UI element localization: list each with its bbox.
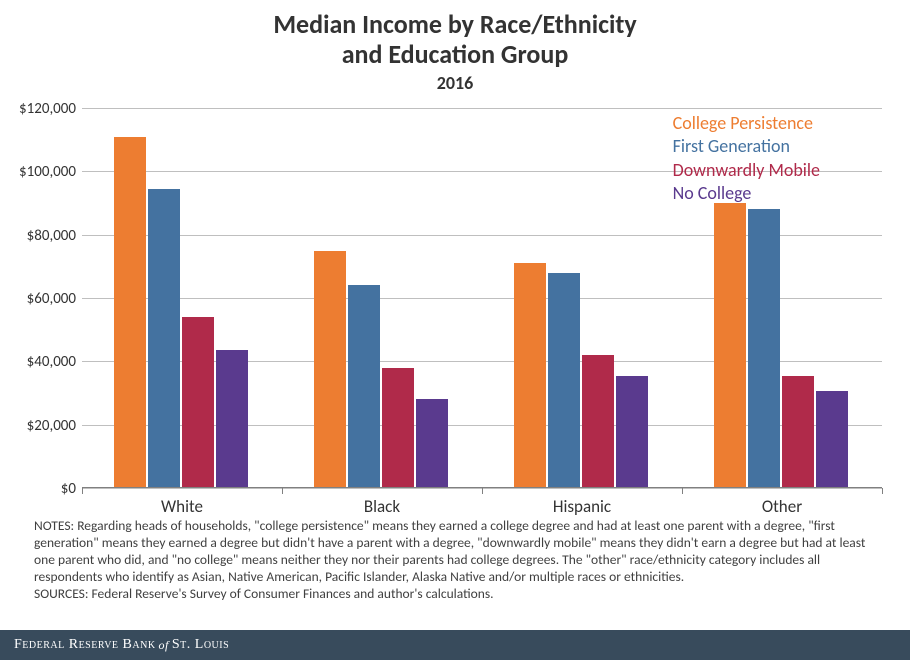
chart-title-line2: and Education Group bbox=[0, 40, 910, 70]
bar bbox=[182, 317, 214, 488]
footer-bar: Federal Reserve Bank of St. Louis bbox=[0, 630, 910, 660]
bar bbox=[114, 137, 146, 489]
notes-text: NOTES: Regarding heads of households, "c… bbox=[34, 517, 865, 585]
chart-notes: NOTES: Regarding heads of households, "c… bbox=[34, 518, 880, 602]
y-axis-tick-label: $100,000 bbox=[19, 163, 82, 181]
bar bbox=[548, 273, 580, 488]
y-axis-tick-label: $120,000 bbox=[19, 100, 82, 118]
x-axis-tick bbox=[882, 488, 883, 494]
legend-item: No College bbox=[673, 182, 820, 205]
footer-org-left: Federal Reserve Bank bbox=[14, 637, 156, 653]
y-axis-tick-label: $40,000 bbox=[27, 353, 82, 371]
x-axis bbox=[82, 487, 882, 488]
bar bbox=[714, 203, 746, 488]
legend: College PersistenceFirst GenerationDownw… bbox=[673, 112, 820, 206]
bar bbox=[348, 285, 380, 488]
bar bbox=[616, 376, 648, 488]
x-axis-category-label: Black bbox=[364, 488, 400, 517]
bar bbox=[148, 189, 180, 488]
y-axis-tick-label: $60,000 bbox=[27, 290, 82, 308]
x-axis-tick bbox=[682, 488, 683, 494]
x-axis-category-label: Other bbox=[762, 488, 802, 517]
bar bbox=[582, 355, 614, 488]
chart-container: Median Income by Race/Ethnicity and Educ… bbox=[0, 0, 910, 660]
chart-subtitle: 2016 bbox=[0, 72, 910, 94]
footer-of: of bbox=[156, 638, 172, 653]
bar bbox=[216, 350, 248, 488]
x-axis-tick bbox=[482, 488, 483, 494]
legend-item: College Persistence bbox=[673, 112, 820, 135]
legend-item: Downwardly Mobile bbox=[673, 159, 820, 182]
x-axis-tick bbox=[282, 488, 283, 494]
y-axis-tick-label: $80,000 bbox=[27, 227, 82, 245]
bar bbox=[782, 376, 814, 488]
bar bbox=[748, 209, 780, 488]
x-axis-category-label: Hispanic bbox=[553, 488, 611, 517]
chart-title-block: Median Income by Race/Ethnicity and Educ… bbox=[0, 0, 910, 94]
y-axis-tick-label: $20,000 bbox=[27, 417, 82, 435]
bar bbox=[416, 399, 448, 488]
y-axis-tick-label: $0 bbox=[61, 480, 82, 498]
bar bbox=[514, 263, 546, 488]
x-axis-category-label: White bbox=[161, 488, 203, 517]
legend-item: First Generation bbox=[673, 135, 820, 158]
sources-text: SOURCES: Federal Reserve's Survey of Con… bbox=[34, 585, 494, 602]
x-axis-tick bbox=[82, 488, 83, 494]
bar bbox=[816, 391, 848, 488]
footer-org-right: St. Louis bbox=[172, 637, 229, 653]
bar bbox=[382, 368, 414, 488]
chart-title-line1: Median Income by Race/Ethnicity bbox=[0, 10, 910, 40]
bar bbox=[314, 251, 346, 489]
